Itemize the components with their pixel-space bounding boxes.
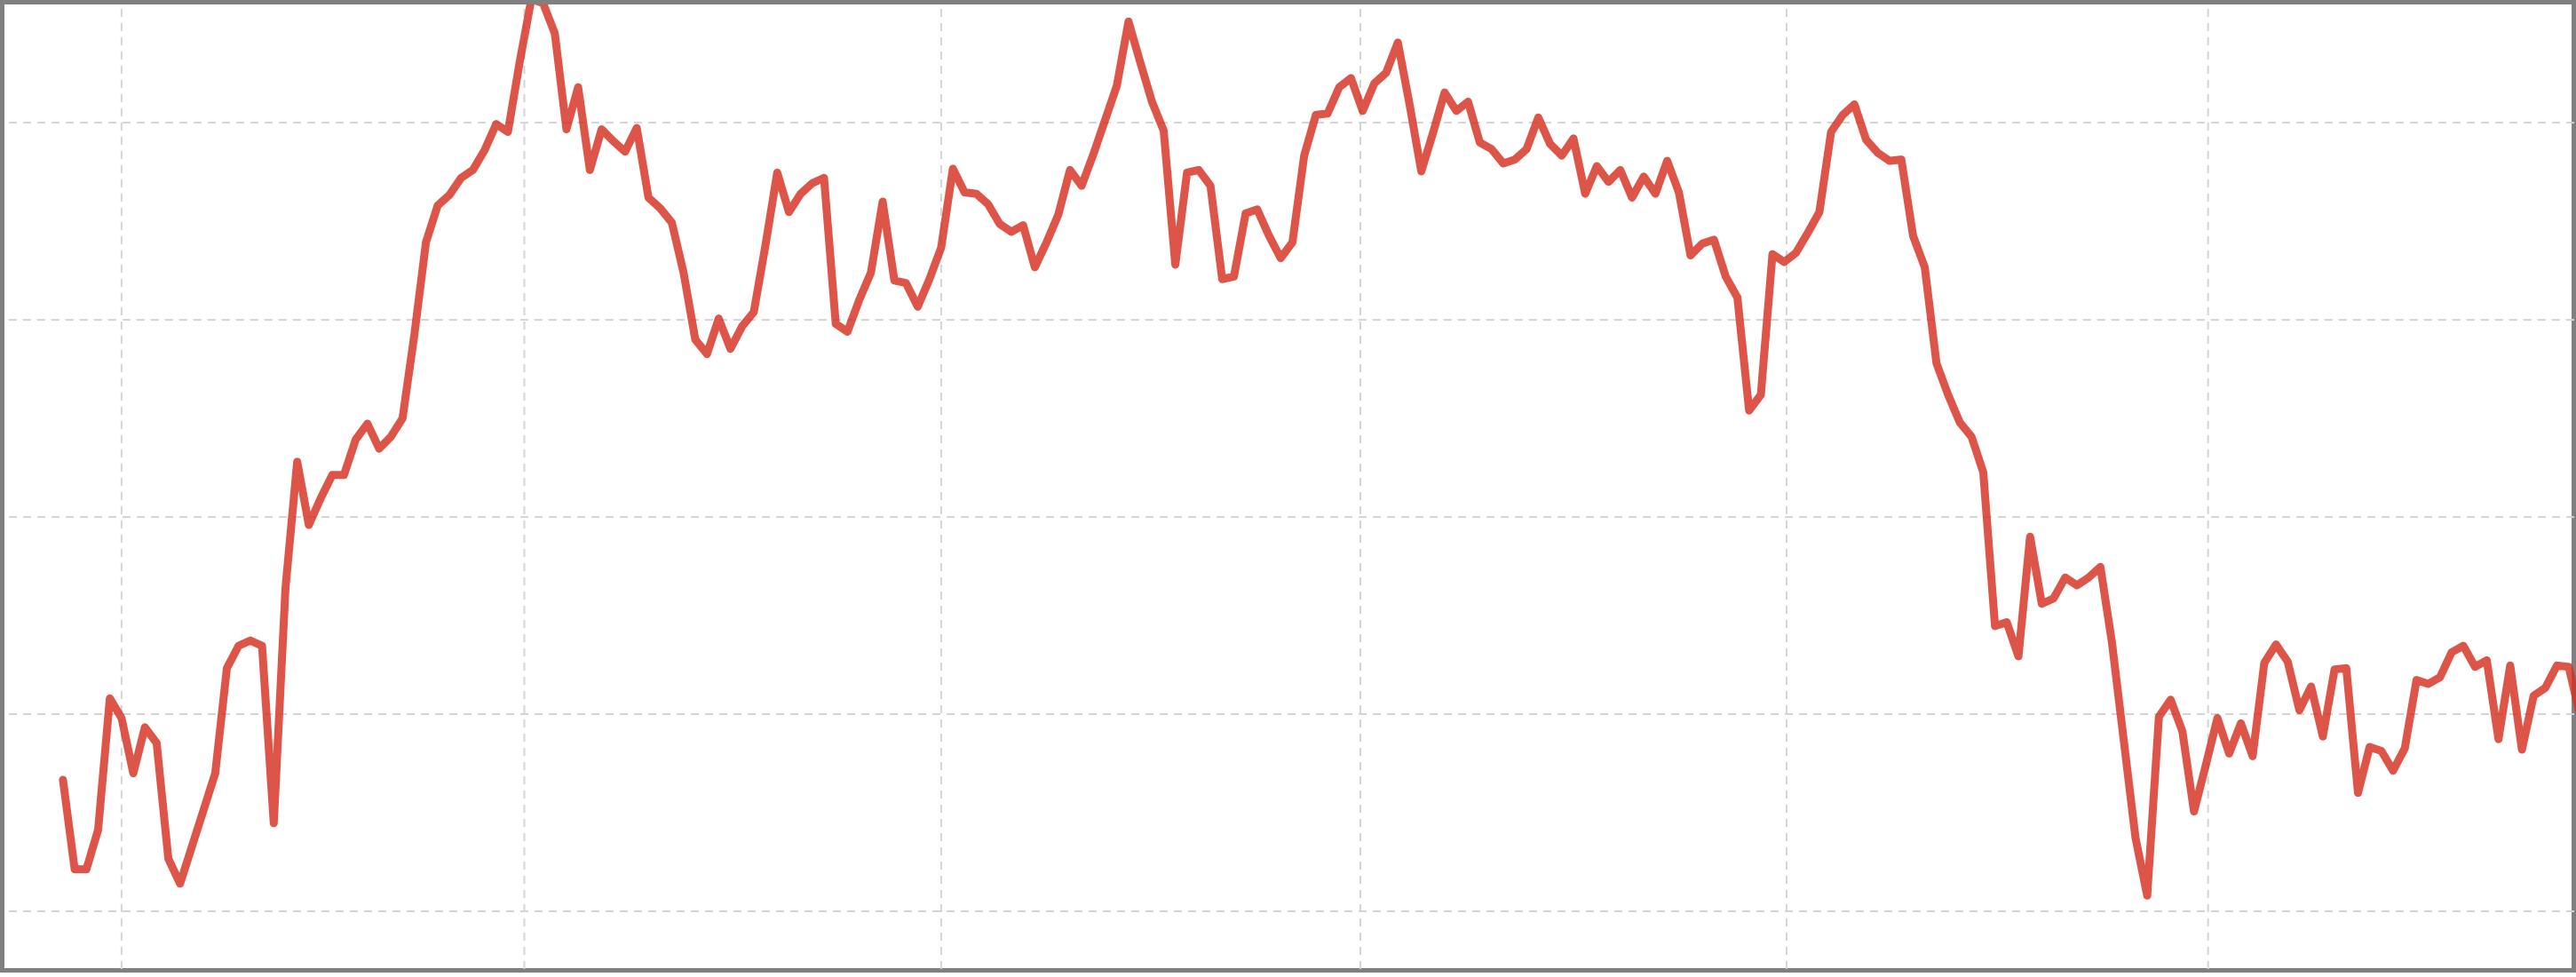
series-line-0 bbox=[59, 4, 2576, 900]
grid-lines bbox=[9, 9, 2576, 973]
line-chart bbox=[9, 4, 2576, 973]
series-lines bbox=[59, 4, 2576, 900]
